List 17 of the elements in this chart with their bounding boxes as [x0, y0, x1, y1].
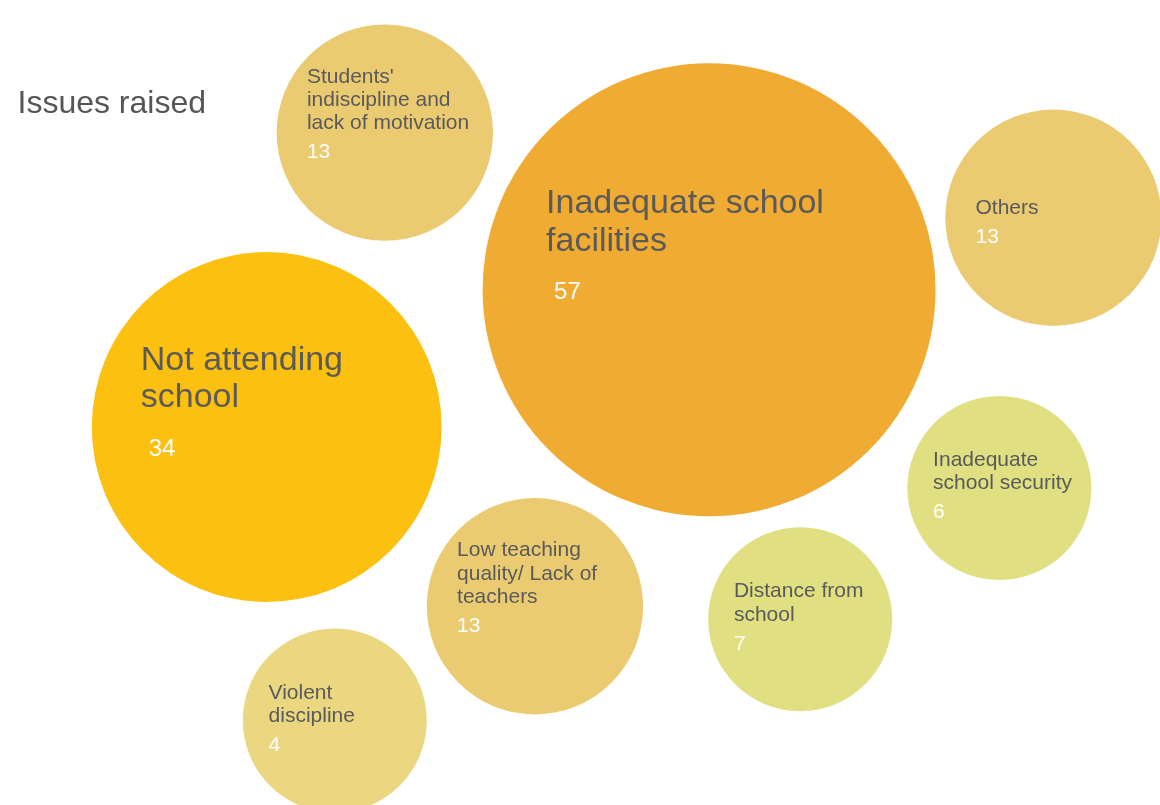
data-label: 6	[933, 499, 945, 523]
data-label: 13	[457, 612, 481, 636]
category-label: Low teaching quality/ Lack of teachers	[457, 537, 598, 607]
data-label: 13	[306, 139, 331, 163]
data-label: 4	[268, 731, 281, 755]
category-label: Inadequate school facilities	[546, 182, 824, 258]
data-label: 34	[148, 433, 176, 461]
category-label: Not attending school	[140, 338, 344, 415]
category-label: Violent discipline	[268, 679, 355, 726]
data-label: 7	[733, 630, 746, 654]
category-label: Others	[975, 195, 1039, 219]
category-label: Inadequate school security	[933, 447, 1073, 494]
text: Issues raised	[17, 84, 207, 121]
category-label: Students' indiscipline and lack of motivation	[306, 63, 470, 134]
data-label: 57	[554, 277, 581, 305]
data-label: 13	[975, 224, 999, 248]
category-label: Distance from school	[733, 578, 864, 625]
